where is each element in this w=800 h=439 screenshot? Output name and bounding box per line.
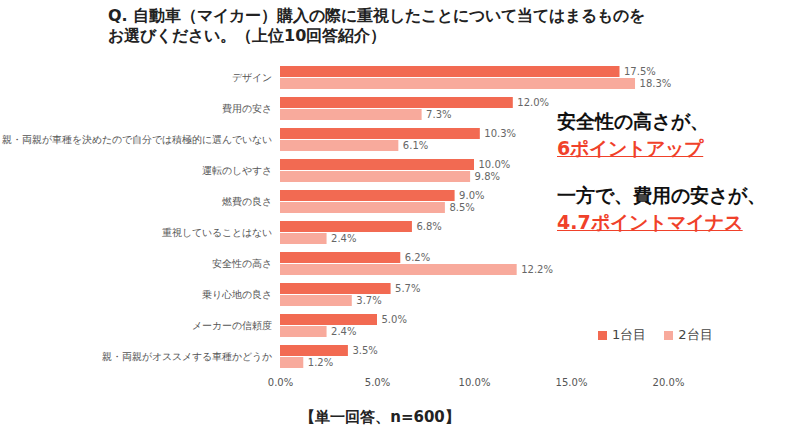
svg-text:8.5%: 8.5% bbox=[449, 202, 474, 213]
svg-text:20.0%: 20.0% bbox=[653, 377, 685, 388]
svg-text:燃費の良さ: 燃費の良さ bbox=[222, 196, 272, 207]
svg-text:12.0%: 12.0% bbox=[517, 97, 549, 108]
svg-text:10.3%: 10.3% bbox=[484, 128, 516, 139]
html-text:1台目: 1台目 bbox=[612, 327, 647, 342]
svg-text:7.3%: 7.3% bbox=[426, 109, 451, 120]
svg-text:6.8%: 6.8% bbox=[416, 221, 441, 232]
html-text:6ポイントアップ: 6ポイントアップ bbox=[557, 137, 704, 159]
svg-text:デザイン: デザイン bbox=[232, 72, 272, 83]
svg-text:6.1%: 6.1% bbox=[403, 140, 428, 151]
svg-text:18.3%: 18.3% bbox=[640, 78, 672, 89]
svg-text:2.4%: 2.4% bbox=[331, 233, 356, 244]
svg-text:安全性の高さ: 安全性の高さ bbox=[212, 258, 272, 269]
svg-text:費用の安さ: 費用の安さ bbox=[222, 103, 272, 114]
svg-text:10.0%: 10.0% bbox=[459, 377, 491, 388]
svg-text:親・両親が車種を決めたので自分では積極的に選んでいない: 親・両親が車種を決めたので自分では積極的に選んでいない bbox=[2, 134, 272, 145]
svg-text:メーカーの信頼度: メーカーの信頼度 bbox=[192, 320, 272, 331]
svg-text:3.7%: 3.7% bbox=[356, 295, 381, 306]
svg-text:親・両親がオススメする車種かどうか: 親・両親がオススメする車種かどうか bbox=[102, 351, 272, 362]
svg-text:3.5%: 3.5% bbox=[352, 345, 377, 356]
svg-text:5.7%: 5.7% bbox=[395, 283, 420, 294]
svg-text:1.2%: 1.2% bbox=[308, 357, 333, 368]
svg-text:12.2%: 12.2% bbox=[521, 264, 553, 275]
html-text:一方で、費用の安さが、: 一方で、費用の安さが、 bbox=[557, 184, 766, 206]
svg-text:15.0%: 15.0% bbox=[556, 377, 588, 388]
html-text:Q. 自動車（マイカー）購入の際に重視したことについて当ては: Q. 自動車（マイカー）購入の際に重視したことについて当てはまるものを お選びく… bbox=[108, 6, 646, 45]
svg-text:5.0%: 5.0% bbox=[365, 377, 390, 388]
html-text:2台目: 2台目 bbox=[678, 327, 713, 342]
html-text:安全性の高さが、: 安全性の高さが、 bbox=[557, 110, 709, 132]
svg-text:9.8%: 9.8% bbox=[475, 171, 500, 182]
svg-text:運転のしやすさ: 運転のしやすさ bbox=[202, 165, 272, 176]
svg-text:2.4%: 2.4% bbox=[331, 326, 356, 337]
svg-text:10.0%: 10.0% bbox=[479, 159, 511, 170]
svg-text:9.0%: 9.0% bbox=[459, 190, 484, 201]
html-text:4.7ポイントマイナス: 4.7ポイントマイナス bbox=[557, 211, 743, 233]
svg-text:6.2%: 6.2% bbox=[405, 252, 430, 263]
svg-text:重視していることはない: 重視していることはない bbox=[162, 227, 272, 238]
html-text:【単一回答、n=600】: 【単一回答、n=600】 bbox=[300, 408, 460, 426]
svg-text:乗り心地の良さ: 乗り心地の良さ bbox=[202, 289, 272, 300]
svg-text:0.0%: 0.0% bbox=[268, 377, 293, 388]
svg-text:17.5%: 17.5% bbox=[624, 66, 656, 77]
svg-text:5.0%: 5.0% bbox=[382, 314, 407, 325]
